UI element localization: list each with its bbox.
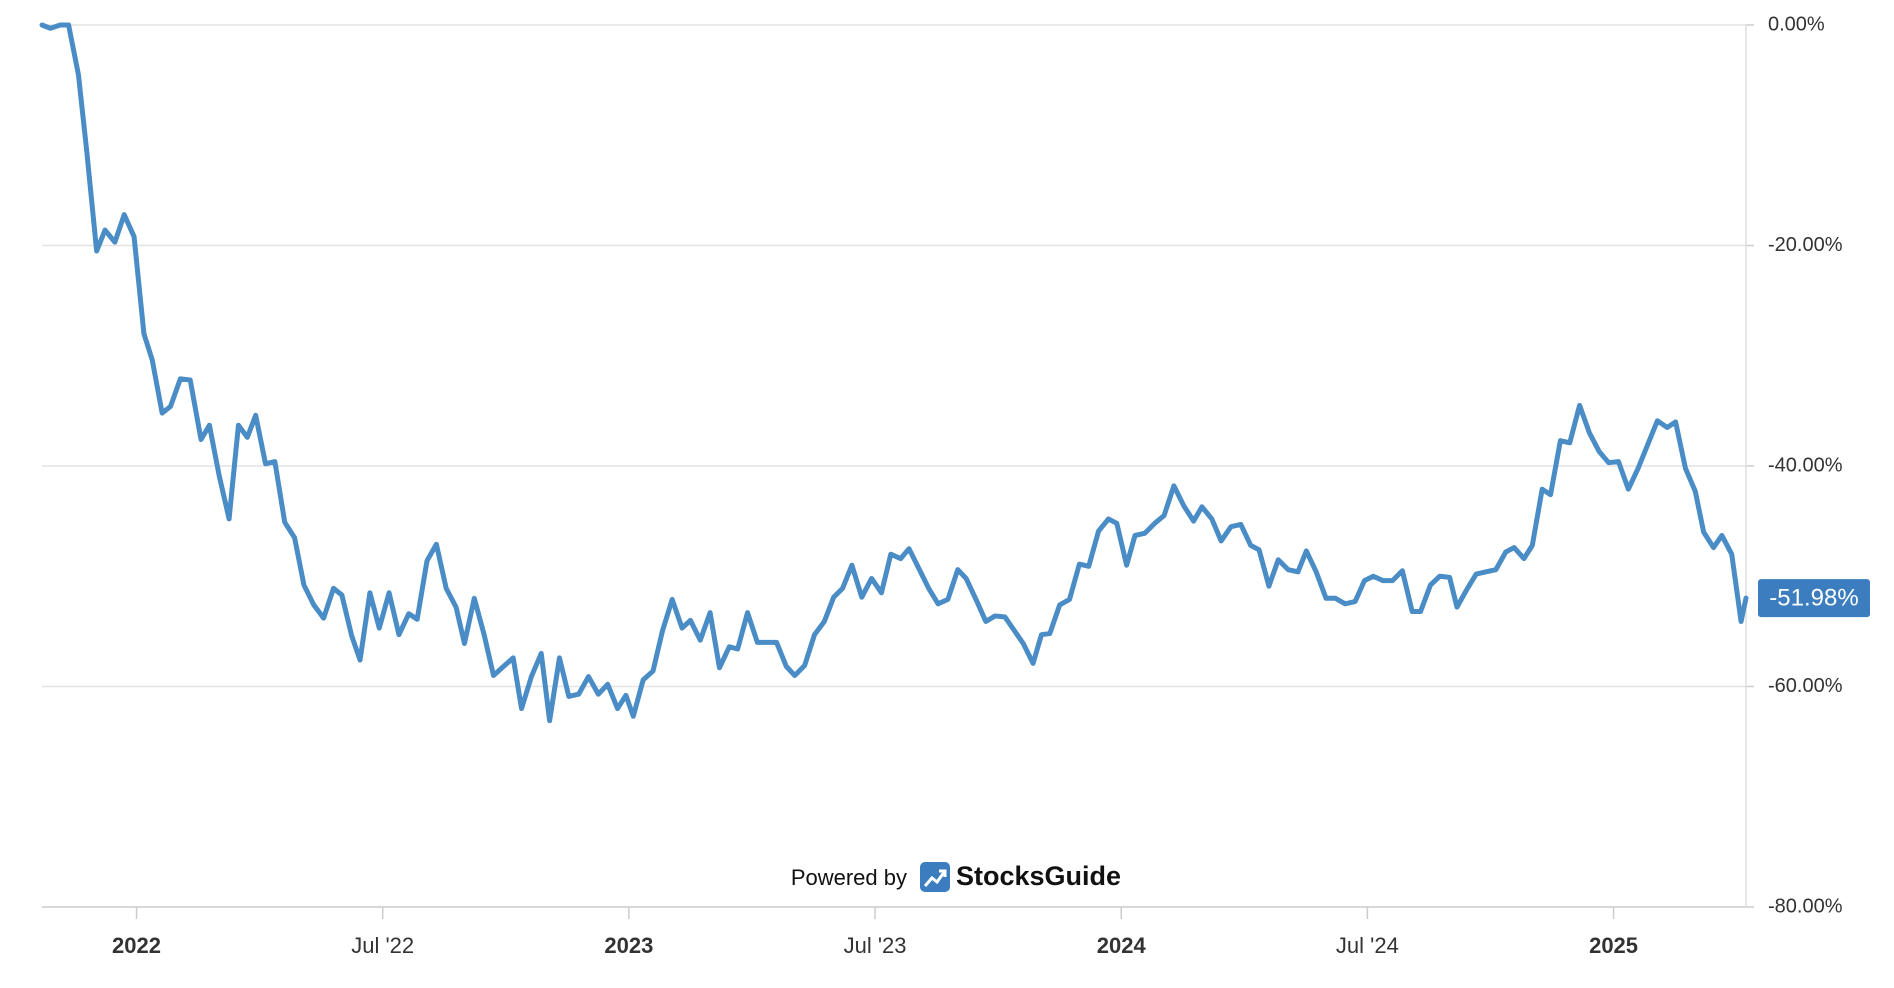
watermark: Powered by StocksGuide — [791, 861, 1121, 892]
price-line — [39, 22, 1749, 724]
watermark-prefix: Powered by — [791, 865, 907, 890]
watermark-brand: StocksGuide — [956, 861, 1121, 891]
x-tick-label: 2024 — [1097, 933, 1147, 958]
y-tick-label: 0.00% — [1768, 13, 1825, 35]
value-label: -51.98% — [1769, 584, 1858, 611]
y-tick-label: -80.00% — [1768, 895, 1843, 917]
y-tick-label: -20.00% — [1768, 234, 1843, 256]
grid: 0.00% -20.00% -40.00% -60.00% -80.00% 2022 Jul… — [42, 13, 1843, 958]
x-tick-label: Jul '22 — [351, 933, 414, 958]
x-tick-label: 2023 — [604, 933, 653, 958]
x-tick-label: 2022 — [112, 933, 161, 958]
value-badge — [1758, 579, 1870, 618]
x-tick-label: Jul '23 — [844, 933, 907, 958]
x-tick-label: Jul '24 — [1336, 933, 1399, 958]
brand-logo-arrow — [923, 870, 947, 887]
y-tick-label: -60.00% — [1768, 675, 1843, 697]
y-tick-label: -40.00% — [1768, 454, 1843, 476]
x-tick-label: 2025 — [1589, 933, 1638, 958]
brand-logo-arrowhead — [939, 869, 947, 877]
plot: -51.98% — [39, 22, 1870, 724]
